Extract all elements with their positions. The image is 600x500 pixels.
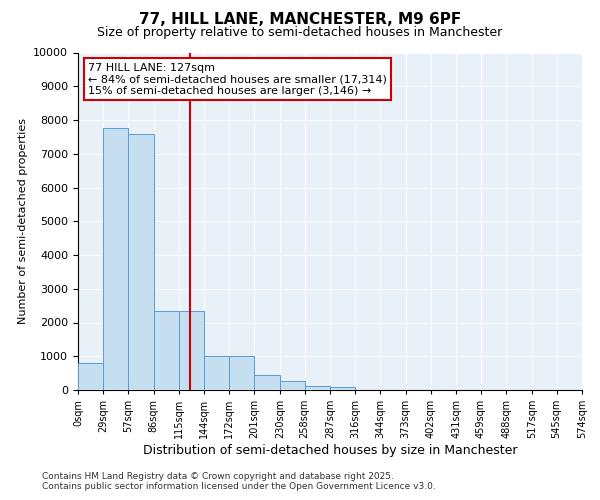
Bar (280, 380, 305, 390)
Text: 77, HILL LANE, MANCHESTER, M9 6PF: 77, HILL LANE, MANCHESTER, M9 6PF (139, 12, 461, 28)
Bar (179, 310, 205, 390)
X-axis label: Distribution of semi-detached houses by size in Manchester: Distribution of semi-detached houses by … (143, 444, 517, 457)
Bar (205, 356, 229, 390)
Bar (254, 375, 280, 390)
Bar (305, 386, 330, 390)
Bar (229, 356, 254, 390)
Bar (154, 310, 179, 390)
Text: Contains HM Land Registry data © Crown copyright and database right 2025.: Contains HM Land Registry data © Crown c… (42, 472, 394, 481)
Bar (128, 134, 154, 390)
Text: 77 HILL LANE: 127sqm
← 84% of semi-detached houses are smaller (17,314)
15% of s: 77 HILL LANE: 127sqm ← 84% of semi-detac… (88, 62, 387, 96)
Bar (330, 386, 355, 390)
Bar (103, 128, 128, 390)
Text: Size of property relative to semi-detached houses in Manchester: Size of property relative to semi-detach… (97, 26, 503, 39)
Bar (78, 363, 103, 390)
Text: Contains public sector information licensed under the Open Government Licence v3: Contains public sector information licen… (42, 482, 436, 491)
Y-axis label: Number of semi-detached properties: Number of semi-detached properties (18, 118, 28, 324)
